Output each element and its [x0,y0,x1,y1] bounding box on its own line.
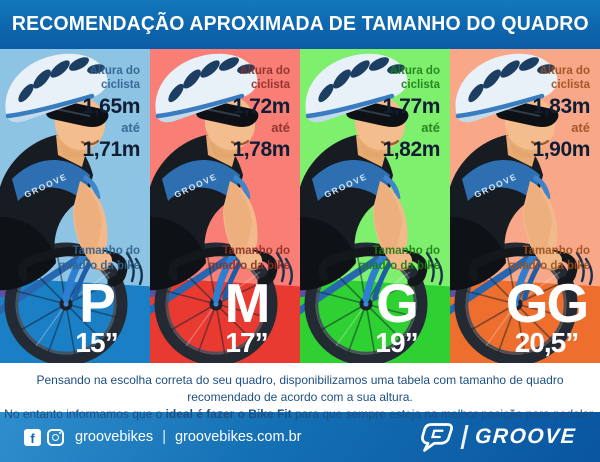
frame-size-inches: 17” [225,327,268,358]
rider-height-box: Altura do ciclista 1,65m até 1,71m [58,64,140,161]
height-max: 1,71m [82,138,140,161]
rider-height-box: Altura do ciclista 1,83m até 1,90m [508,64,590,161]
size-column-g: Altura do ciclista 1,77m até 1,82m Taman… [300,49,450,363]
page-title: RECOMENDAÇÃO APROXIMADA DE TAMANHO DO QU… [11,13,589,35]
frame-size-value: M 17” [198,272,295,358]
note-line-2: No entanto informamos que o ideal é faze… [4,407,596,421]
height-until: até [571,120,590,135]
height-min: 1,77m [382,95,440,118]
groove-logo-icon [421,423,454,452]
height-min: 1,65m [82,95,140,118]
height-max: 1,78m [232,138,290,161]
rider-height-box: Altura do ciclista 1,72m até 1,78m [208,64,290,161]
height-until: até [271,120,290,135]
height-min: 1,83m [532,95,590,118]
frame-size-inches: 20,5” [514,327,580,358]
frame-size-letter: P [79,272,116,334]
groove-logo: GROOVE [417,420,577,454]
website-link[interactable]: groovebikes.com.br [174,429,302,445]
size-columns: Altura do ciclista 1,65m até 1,71m Taman… [0,49,600,363]
height-until: até [421,120,440,135]
facebook-icon[interactable]: f [24,428,41,446]
frame-size-label: Tamanho do quadro da bike [208,245,290,272]
size-column-m: Altura do ciclista 1,72m até 1,78m Taman… [150,49,300,363]
height-max: 1,82m [382,138,440,161]
footer: f groovebikes | groovebikes.com.br GROOV… [0,412,600,462]
header: RECOMENDAÇÃO APROXIMADA DE TAMANHO DO QU… [0,0,600,49]
height-until: até [121,120,140,135]
height-label: Altura do ciclista [389,65,440,91]
size-column-p: Altura do ciclista 1,65m até 1,71m Taman… [0,49,150,363]
disclaimer-note: Pensando na escolha correta do seu quadr… [0,363,600,421]
footer-separator: | [162,429,166,445]
frame-size-letter: GG [505,272,590,334]
frame-size-letter: M [224,272,271,334]
frame-size-label: Tamanho do quadro da bike [508,245,590,272]
frame-size-label: Tamanho do quadro da bike [358,245,440,272]
note-line-1: Pensando na escolha correta do seu quadr… [36,373,564,404]
groove-wordmark: GROOVE [474,425,577,448]
height-min: 1,72m [232,95,290,118]
height-max: 1,90m [532,138,590,161]
frame-size-value: P 15” [48,272,145,358]
size-column-gg: Altura do ciclista 1,83m até 1,90m Taman… [450,49,600,363]
frame-size-letter: G [376,272,419,334]
frame-size-value: GG 20,5” [498,272,595,358]
frame-size-inches: 19” [375,327,418,358]
social-icons: f [24,428,64,446]
height-label: Altura do ciclista [89,65,140,91]
height-label: Altura do ciclista [239,65,290,91]
social-handle[interactable]: groovebikes [75,429,154,445]
frame-size-label: Tamanho do quadro da bike [58,245,140,272]
frame-size-inches: 15” [75,327,118,358]
bike-fit-highlight: ideal é fazer o Bike Fit [165,407,292,421]
frame-size-value: G 19” [348,272,445,358]
instagram-icon[interactable] [47,428,64,446]
height-label: Altura do ciclista [539,65,590,91]
rider-height-box: Altura do ciclista 1,77m até 1,82m [358,64,440,161]
logo-divider [460,425,469,449]
